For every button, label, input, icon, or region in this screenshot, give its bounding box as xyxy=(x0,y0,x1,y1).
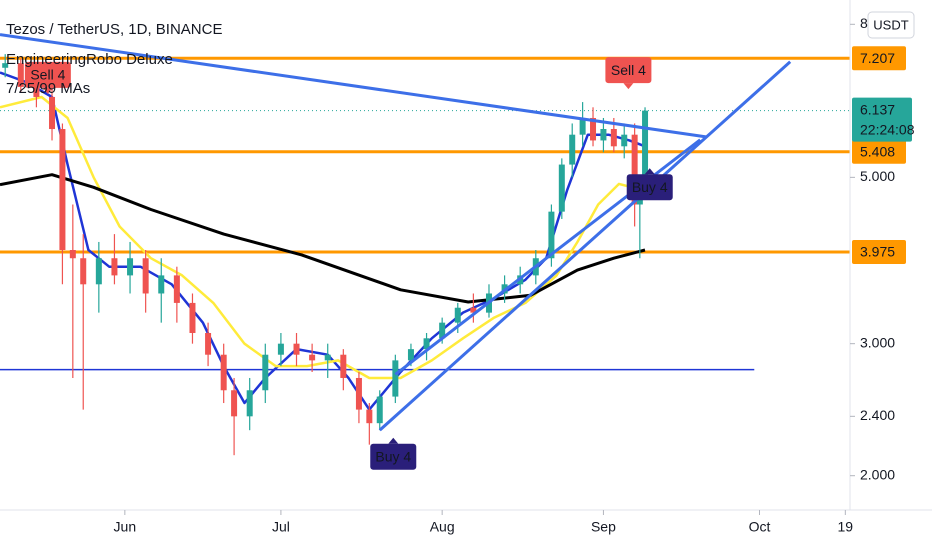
candle-body xyxy=(569,134,576,165)
x-tick-label: Jul xyxy=(272,519,290,535)
signal-box xyxy=(370,443,417,470)
trendline xyxy=(0,33,708,139)
y-tick-label: 3.000 xyxy=(860,334,895,350)
candle-body xyxy=(49,96,56,130)
signal-pointer xyxy=(388,437,399,444)
candle-body xyxy=(80,258,87,285)
candle-body xyxy=(590,117,597,141)
candle-body xyxy=(69,249,76,259)
candle-body xyxy=(600,129,607,141)
candle-body xyxy=(189,302,196,333)
candle-body xyxy=(439,322,446,339)
level-price-label: 3.975 xyxy=(860,244,895,260)
candle-body xyxy=(324,354,331,361)
candle-body xyxy=(610,129,617,147)
signal-label: Buy 4 xyxy=(375,448,411,464)
moving-average xyxy=(0,173,646,304)
x-tick-label: Oct xyxy=(749,519,771,535)
candle-body xyxy=(579,117,586,135)
chart-title: Tezos / TetherUS, 1D, BINANCE xyxy=(6,21,222,38)
candle-body xyxy=(558,164,565,212)
signal-pointer xyxy=(42,87,53,94)
x-tick-label: 19 xyxy=(838,519,854,535)
signal-pointer xyxy=(644,168,655,175)
candle-body xyxy=(2,63,9,68)
trendline xyxy=(378,60,792,432)
candle-body xyxy=(470,307,477,313)
candle-body xyxy=(423,338,430,350)
candle-body xyxy=(621,134,628,147)
candle-body xyxy=(642,110,649,191)
level-price-label: 5.408 xyxy=(860,144,895,160)
candle-body xyxy=(392,360,399,397)
candle-body xyxy=(355,377,362,410)
candle-body xyxy=(454,307,461,323)
candle-body xyxy=(293,343,300,355)
candle-body xyxy=(231,390,238,417)
signal-label: Sell 4 xyxy=(30,67,65,83)
candle-body xyxy=(59,129,66,250)
candle-body xyxy=(33,86,40,97)
candle-body xyxy=(262,354,269,391)
candle-body xyxy=(95,258,102,285)
signal-box xyxy=(605,57,652,84)
y-tick-label: 2.400 xyxy=(860,407,895,423)
level-price-label: 7.207 xyxy=(860,50,895,66)
candle-body xyxy=(340,354,347,378)
candle-body xyxy=(548,211,555,259)
level-price-box xyxy=(852,46,906,71)
candle-body xyxy=(111,258,118,276)
currency-label: USDT xyxy=(873,17,908,32)
currency-box xyxy=(867,11,915,39)
candle-body xyxy=(246,390,253,417)
signal-pointer xyxy=(623,83,634,90)
level-price-box xyxy=(852,240,906,265)
signal-label: Sell 4 xyxy=(611,62,646,78)
candle-body xyxy=(127,258,134,276)
y-tick-label: 5.000 xyxy=(860,168,895,184)
countdown-label: 22:24:08 xyxy=(860,121,915,137)
candle-body xyxy=(366,409,373,424)
candle-body xyxy=(173,275,180,303)
current-price-label: 6.137 xyxy=(860,101,895,117)
candle-body xyxy=(142,258,149,294)
x-tick-label: Aug xyxy=(430,519,455,535)
candle-body xyxy=(631,134,638,205)
signal-box xyxy=(626,174,673,201)
level-price-box xyxy=(852,139,906,164)
signal-label: Buy 4 xyxy=(632,179,668,195)
candle-body xyxy=(277,343,284,355)
candle-body xyxy=(309,354,316,361)
candle-body xyxy=(407,349,414,361)
candle-body xyxy=(158,275,165,294)
x-tick-label: Sep xyxy=(591,519,616,535)
signal-box xyxy=(24,61,71,88)
y-tick-label: 2.000 xyxy=(860,466,895,482)
candle-body xyxy=(17,63,24,87)
indicator-ma: 7/25/99 MAs xyxy=(6,80,90,97)
indicator-name: EngineeringRobo Deluxe xyxy=(6,51,173,68)
plot: Sell 4 Sell 4 Buy 4 Buy 4 xyxy=(0,33,850,470)
candle-body xyxy=(205,332,212,355)
x-tick-label: Jun xyxy=(114,519,137,535)
current-price-box xyxy=(852,97,912,142)
candle-body xyxy=(376,396,383,424)
candle-body xyxy=(220,354,227,391)
